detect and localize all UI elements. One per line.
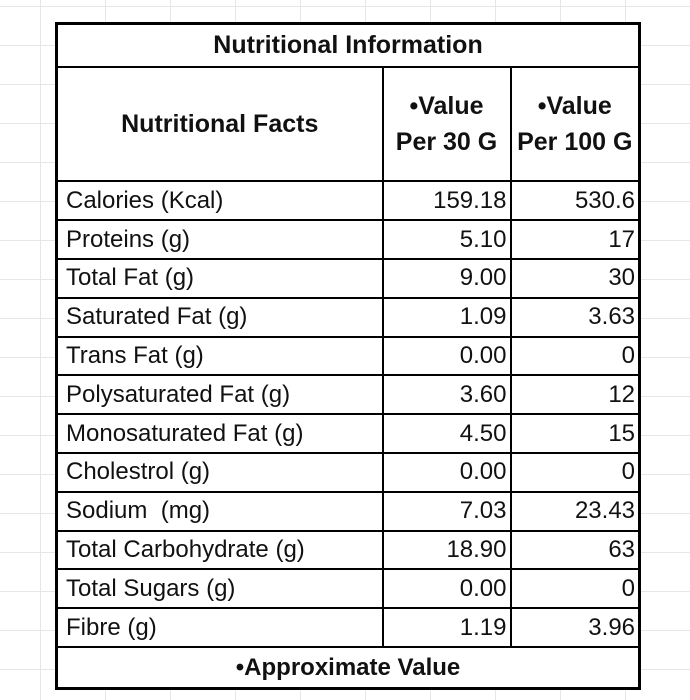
header-value-per-30g: •Value Per 30 G [381,65,512,183]
row-label: Cholestrol (g) [55,452,384,493]
row-value-per-30g: 5.10 [381,219,512,260]
table-title: Nutritional Information [55,22,641,68]
row-label: Total Sugars (g) [55,568,384,610]
header-value-per-100g: •Value Per 100 G [509,65,641,183]
row-label: Polysaturated Fat (g) [55,374,384,416]
row-value-per-100g: 530.6 [509,180,641,222]
table-row: Trans Fat (g) 0.00 0 [55,335,641,377]
row-value-per-30g: 1.09 [381,296,512,338]
header-nutritional-facts: Nutritional Facts [55,65,384,183]
row-value-per-100g: 0 [509,568,641,610]
table-row: Fibre (g) 1.19 3.96 [55,607,641,649]
footer-row: •Approximate Value [55,646,641,690]
row-value-per-100g: 23.43 [509,490,641,532]
row-value-per-100g: 12 [509,374,641,416]
row-label: Total Carbohydrate (g) [55,529,384,571]
row-value-per-100g: 30 [509,257,641,299]
row-value-per-100g: 15 [509,413,641,454]
row-label: Monosaturated Fat (g) [55,413,384,454]
table-row: Total Carbohydrate (g) 18.90 63 [55,529,641,571]
row-label: Calories (Kcal) [55,180,384,222]
row-label: Sodium (mg) [55,490,384,532]
footnote: •Approximate Value [55,646,641,690]
row-label: Fibre (g) [55,607,384,649]
row-value-per-30g: 18.90 [381,529,512,571]
table-row: Sodium (mg) 7.03 23.43 [55,490,641,532]
row-value-per-30g: 7.03 [381,490,512,532]
row-value-per-100g: 0 [509,452,641,493]
table-row: Polysaturated Fat (g) 3.60 12 [55,374,641,416]
row-value-per-30g: 4.50 [381,413,512,454]
table-row: Total Fat (g) 9.00 30 [55,257,641,299]
row-value-per-30g: 9.00 [381,257,512,299]
table-row: Calories (Kcal) 159.18 530.6 [55,180,641,222]
row-label: Saturated Fat (g) [55,296,384,338]
table-row: Saturated Fat (g) 1.09 3.63 [55,296,641,338]
row-value-per-30g: 3.60 [381,374,512,416]
title-row: Nutritional Information [55,22,641,68]
row-label: Proteins (g) [55,219,384,260]
row-value-per-30g: 0.00 [381,568,512,610]
table-row: Proteins (g) 5.10 17 [55,219,641,260]
row-label: Trans Fat (g) [55,335,384,377]
row-value-per-100g: 17 [509,219,641,260]
row-value-per-100g: 63 [509,529,641,571]
row-value-per-30g: 159.18 [381,180,512,222]
row-value-per-30g: 0.00 [381,335,512,377]
table-row: Cholestrol (g) 0.00 0 [55,452,641,493]
header-row: Nutritional Facts •Value Per 30 G •Value… [55,65,641,183]
row-value-per-30g: 0.00 [381,452,512,493]
row-value-per-30g: 1.19 [381,607,512,649]
table-row: Monosaturated Fat (g) 4.50 15 [55,413,641,454]
row-label: Total Fat (g) [55,257,384,299]
nutrition-table: Nutritional Information Nutritional Fact… [55,22,642,690]
table-row: Total Sugars (g) 0.00 0 [55,568,641,610]
row-value-per-100g: 3.63 [509,296,641,338]
row-value-per-100g: 3.96 [509,607,641,649]
row-value-per-100g: 0 [509,335,641,377]
